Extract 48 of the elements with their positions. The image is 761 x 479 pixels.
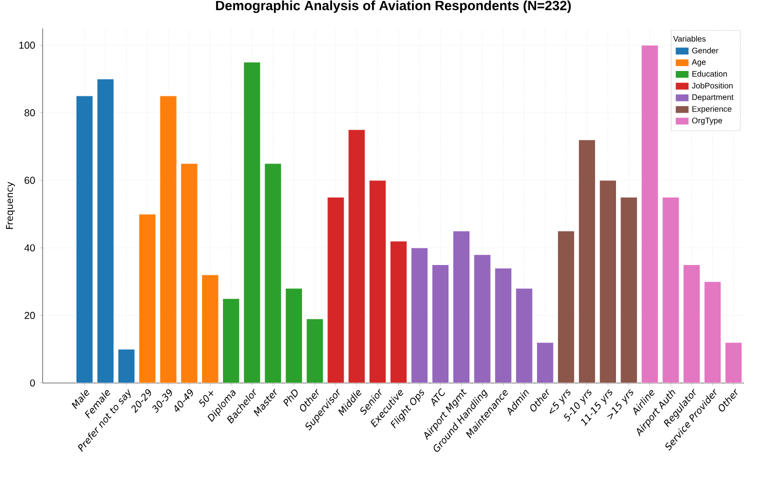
bar [243, 62, 261, 383]
bar [557, 230, 575, 383]
legend-label: Education [692, 70, 727, 77]
y-tick-label: 40 [24, 244, 35, 252]
bar [222, 298, 240, 383]
bar [306, 318, 324, 383]
bar [662, 196, 680, 383]
bar [536, 342, 554, 383]
bar [410, 248, 428, 383]
bar [641, 44, 658, 383]
bar [76, 96, 94, 383]
bar [599, 180, 617, 383]
legend-label: JobPosition [692, 82, 733, 88]
bar [118, 348, 136, 383]
bar [683, 264, 700, 383]
bar [578, 140, 596, 383]
y-tick-label: 100 [19, 42, 35, 49]
bar [327, 196, 344, 383]
bar [368, 180, 386, 383]
bar [724, 342, 742, 383]
bar [620, 196, 638, 383]
bar [516, 288, 533, 383]
bar [704, 281, 722, 383]
bar [348, 129, 366, 383]
bar [432, 264, 450, 383]
bar [264, 163, 282, 383]
y-axis-title: Frequency [6, 182, 15, 229]
y-tick-label: 60 [24, 176, 35, 184]
legend-label: Age [692, 59, 706, 66]
bar [390, 240, 408, 383]
legend-label: Department [692, 94, 734, 102]
bar [138, 214, 156, 383]
bar [494, 268, 512, 383]
legend-label: OrgType [692, 118, 722, 125]
bar [474, 254, 491, 383]
bar [452, 230, 470, 383]
legend-label: Experience [692, 106, 732, 114]
legend-title: Variables [673, 36, 706, 42]
y-tick-label: 0 [30, 379, 35, 387]
legend-label: Gender [692, 47, 718, 54]
bar [202, 274, 219, 383]
bar [96, 78, 114, 383]
chart-title: Demographic Analysis of Aviation Respondents (N=232) [216, 0, 571, 13]
y-tick-label: 80 [24, 109, 35, 116]
bar [180, 163, 198, 383]
bar [160, 96, 177, 383]
bar [285, 288, 303, 383]
y-tick-label: 20 [24, 312, 35, 319]
